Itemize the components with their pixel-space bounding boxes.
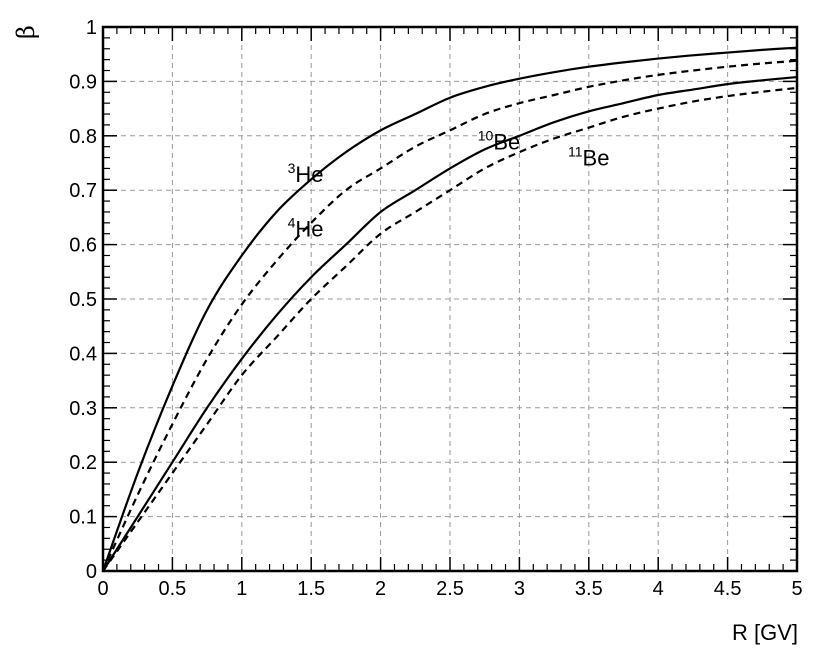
y-tick-label: 1 <box>86 17 97 39</box>
x-tick-label: 0 <box>97 578 108 600</box>
tick-layer: 0 0.5 1 1.5 2 2.5 3 3.5 4 4.5 5 0 0.1 0.2 0.3 0.4 0.5 0.6… <box>69 17 802 600</box>
x-tick-label: 5 <box>791 578 802 600</box>
y-tick-label: 0.8 <box>69 126 97 148</box>
y-tick-label: 0 <box>86 561 97 583</box>
series-line-10Be <box>102 75 798 572</box>
x-tick-label: 2 <box>375 578 386 600</box>
x-tick-label: 3 <box>514 578 525 600</box>
x-tick-label: 4.5 <box>714 578 742 600</box>
series-label-4He: 4He <box>288 214 324 241</box>
series-label-base: He <box>295 216 323 241</box>
x-tick-label: 1 <box>236 578 247 600</box>
series-label-11Be: 11Be <box>568 144 609 171</box>
series-label-10Be: 10Be <box>478 127 521 154</box>
y-axis-title: β <box>12 25 40 39</box>
series-label-superscript: 4 <box>288 214 296 230</box>
y-tick-label: 0.5 <box>69 289 97 311</box>
x-tick-label: 2.5 <box>436 578 464 600</box>
series-line-4He <box>101 59 798 572</box>
x-axis-title: R [GV] <box>732 620 798 645</box>
y-tick-label: 0.3 <box>69 398 97 420</box>
curve-layer <box>101 46 798 572</box>
series-label-superscript: 3 <box>288 160 296 176</box>
y-tick-label: 0.9 <box>69 71 97 93</box>
y-tick-label: 0.2 <box>69 452 97 474</box>
y-tick-label: 0.6 <box>69 235 97 257</box>
x-tick-label: 3.5 <box>575 578 603 600</box>
series-label-superscript: 11 <box>568 144 583 160</box>
series-label-3He: 3He <box>288 160 324 187</box>
series-label-base: He <box>295 162 323 187</box>
y-tick-label: 0.7 <box>69 180 97 202</box>
grid-layer <box>103 27 797 571</box>
series-line-3He <box>101 46 798 572</box>
series-line-11Be <box>102 86 798 572</box>
x-tick-label: 1.5 <box>297 578 325 600</box>
y-tick-label: 0.1 <box>69 507 97 529</box>
x-tick-label: 4 <box>653 578 664 600</box>
series-label-base: Be <box>493 129 520 154</box>
y-tick-label: 0.4 <box>69 343 97 365</box>
x-tick-label: 0.5 <box>158 578 186 600</box>
series-label-superscript: 10 <box>478 127 494 143</box>
series-label-base: Be <box>583 146 610 171</box>
